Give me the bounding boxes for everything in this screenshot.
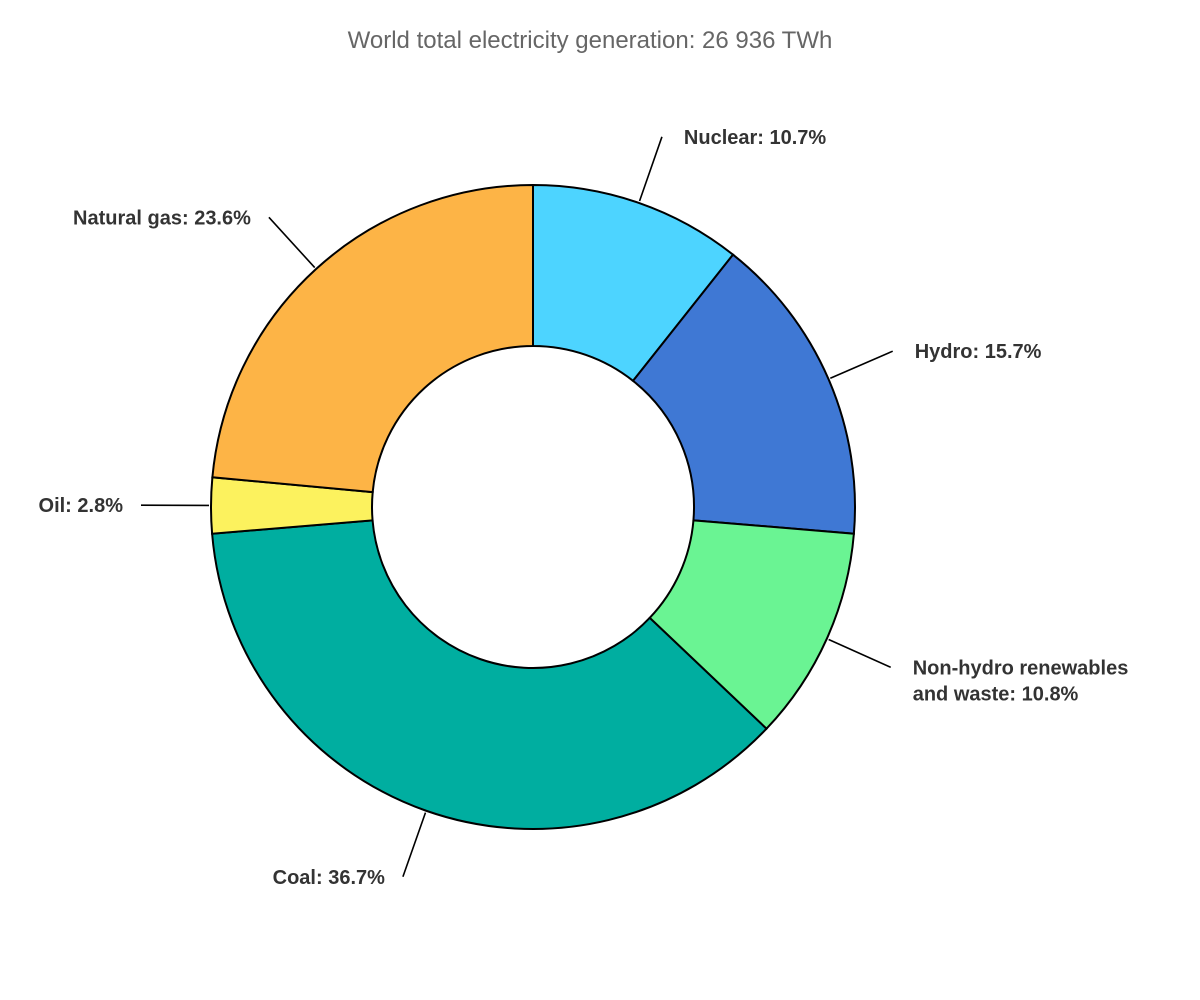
chart-title: World total electricity generation: 26 9… [348,27,833,54]
slice-natural-gas[interactable] [211,183,534,494]
label-non-hydro-renewables-and-waste: Non-hydro renewables and waste: 10.8% [913,657,1129,705]
leader-lines-group [141,136,894,878]
label-line: Coal: 36.7% [273,867,385,889]
leader-line-coal [402,812,427,878]
label-line: Oil: 2.8% [39,495,124,517]
slices-group [210,183,856,830]
leader-line-nuclear [638,136,663,202]
label-hydro: Hydro: 15.7% [915,341,1042,363]
label-natural-gas: Natural gas: 23.6% [73,207,251,229]
label-coal: Coal: 36.7% [273,867,385,889]
label-line: Hydro: 15.7% [915,341,1042,363]
slice-labels-group: Nuclear: 10.7% Hydro: 15.7% Non-hydro rene… [39,127,1129,889]
label-nuclear: Nuclear: 10.7% [684,127,827,149]
slice-coal[interactable] [211,519,768,830]
slice-hydro[interactable] [631,253,856,535]
leader-line-non-hydro-renewables-and-waste [828,638,892,669]
label-line: Natural gas: 23.6% [73,207,251,229]
leader-line-natural-gas [268,216,316,269]
label-line: Non-hydro renewables [913,657,1129,679]
leader-line-hydro [829,350,894,379]
label-line: Nuclear: 10.7% [684,127,827,149]
label-oil: Oil: 2.8% [39,495,124,517]
label-line: and waste: 10.8% [913,683,1079,705]
